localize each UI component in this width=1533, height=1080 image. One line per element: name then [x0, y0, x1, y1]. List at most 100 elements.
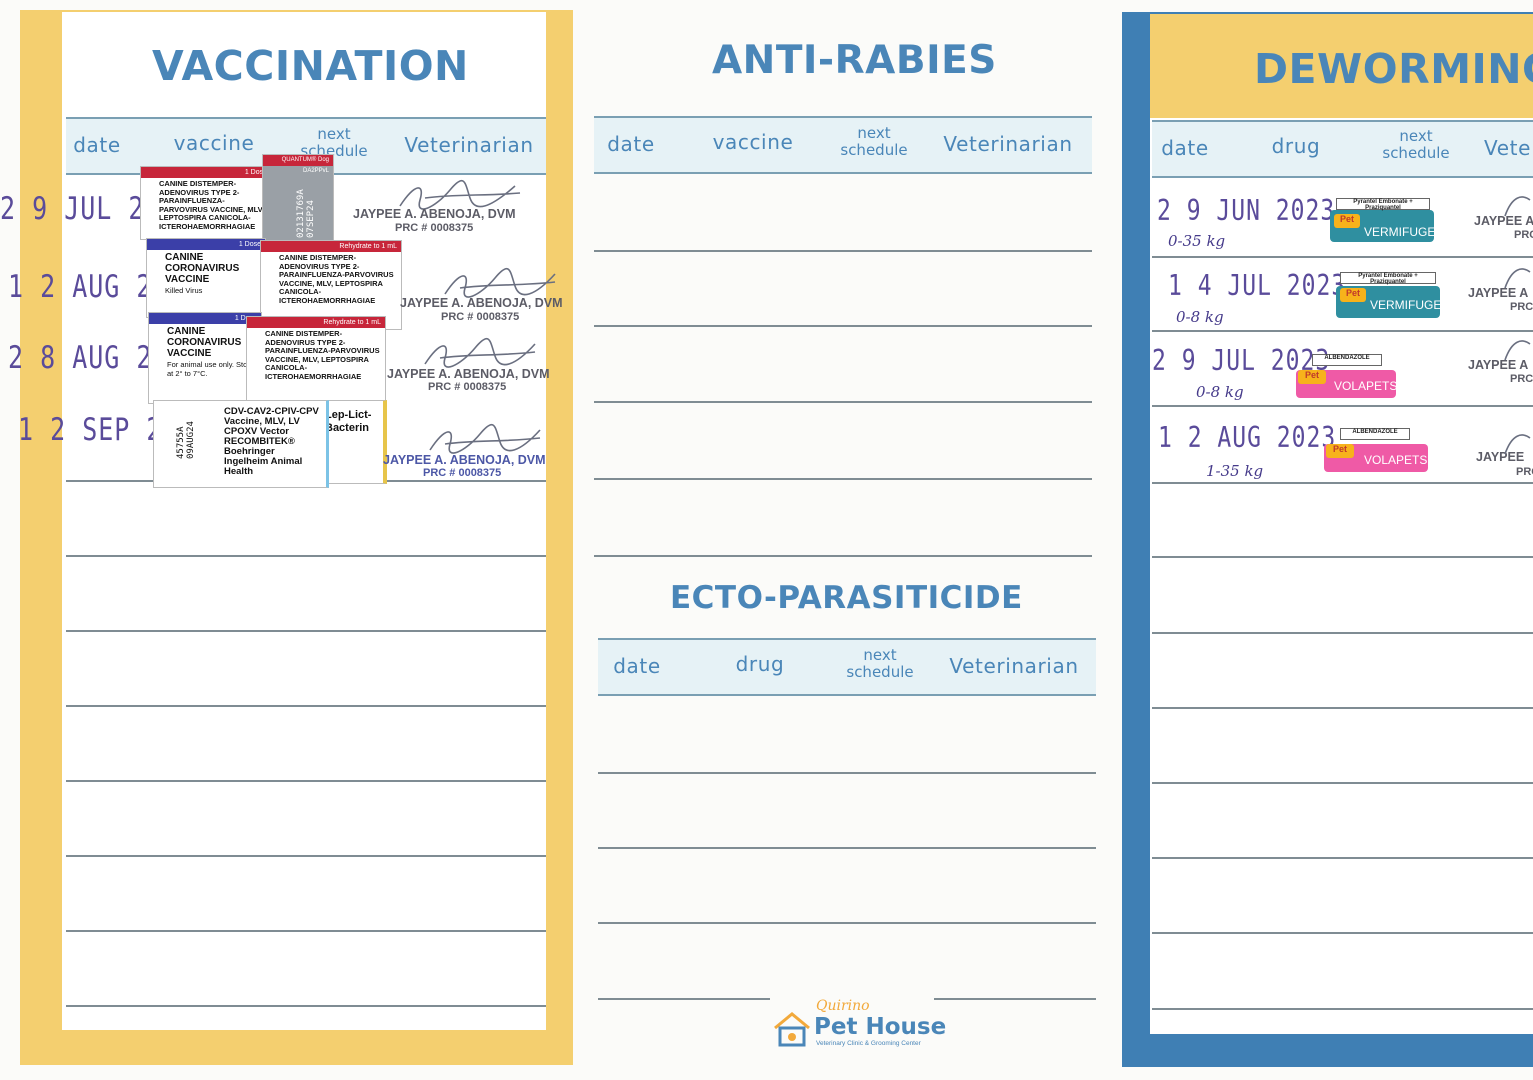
vaccination-row-line: [66, 930, 546, 932]
ecto-row-line: [598, 998, 770, 1000]
anti-rabies-col-next: next schedule: [840, 124, 908, 159]
sticker-text: For animal use only. Store at 2° to 7°C.: [167, 360, 254, 378]
ecto-row-line: [598, 922, 1096, 924]
pet-brand-icon: Pet: [1334, 214, 1360, 228]
sticker-title: CANINE CORONAVIRUS VACCINE: [167, 326, 242, 359]
deworming-row-line: [1152, 632, 1533, 634]
drug-name: VERMIFUGE: [1370, 298, 1442, 312]
deworming-date-stamp: 2 9 JUN 2023: [1157, 195, 1336, 228]
anti-rabies-col-vaccine: vaccine: [712, 130, 794, 154]
vaccination-row-line: [66, 1005, 546, 1007]
deworming-row-line: [1152, 782, 1533, 784]
drug-name: VOLAPETS: [1334, 379, 1398, 393]
drug-name: VOLAPETS: [1364, 453, 1428, 467]
signature-icon: [399, 179, 521, 210]
drug-label: ALBENDAZOLE: [1312, 354, 1382, 366]
vaccination-col-vaccine: vaccine: [173, 131, 255, 155]
signature-icon: [1504, 340, 1531, 361]
signature-icon: [1504, 434, 1531, 455]
sticker-text: CDV-CAV2-CPIV-CPV Vaccine, MLV, LV CPOXV…: [224, 406, 319, 477]
anti-rabies-row-line: [594, 325, 1092, 327]
sticker-rehydrate-bar: Rehydrate to 1 mL: [261, 241, 401, 252]
vaccination-row-line: [66, 855, 546, 857]
deworming-row-line: [1152, 857, 1533, 859]
sticker-text: CANINE DISTEMPER-ADENOVIRUS TYPE 2-PARAI…: [279, 253, 394, 305]
vaccine-sticker-recombitek: 45755A 09AUG24 CDV-CAV2-CPIV-CPV Vaccine…: [153, 400, 329, 488]
vet-prc: PRC: [1516, 466, 1533, 478]
vet-name: JAYPEE A. ABENOJA, DVM: [387, 367, 550, 381]
deworming-row-line: [1152, 556, 1533, 558]
vet-prc: PRC: [1510, 301, 1533, 313]
drug-label: Pyrantel Embonate + Praziquantel: [1340, 272, 1436, 285]
deworming-date-stamp: 1 4 JUL 2023: [1168, 270, 1347, 303]
ecto-title: ECTO-PARASITICIDE: [670, 580, 1023, 616]
brand-name: Pet House: [814, 1014, 947, 1040]
deworming-title: DEWORMING: [1254, 45, 1533, 93]
ecto-row-line: [598, 847, 1096, 849]
ecto-table-header: [598, 638, 1096, 696]
anti-rabies-row-line: [594, 401, 1092, 403]
deworming-title-band: [1150, 14, 1533, 118]
anti-rabies-table-header: [594, 116, 1092, 174]
vaccine-sticker-corona: 1 Dose CANINE CORONAVIRUS VACCINE For an…: [148, 312, 262, 404]
vaccine-sticker-distemper: 1 Dose CANINE DISTEMPER-ADENOVIRUS TYPE …: [140, 166, 272, 240]
signature-icon: [444, 267, 556, 298]
deworming-row-line: [1152, 932, 1533, 934]
vet-prc: PRC # 0008375: [441, 311, 520, 323]
deworming-weight: 0-35 kg: [1168, 232, 1226, 250]
vaccination-row-line: [66, 630, 546, 632]
vaccination-row-line: [66, 780, 546, 782]
sticker-dose-bar: 1 Dose: [149, 313, 261, 324]
brand-tagline: Veterinary Clinic & Grooming Center: [816, 1040, 921, 1047]
deworming-row-line: [1152, 482, 1533, 484]
sticker-text: CANINE DISTEMPER-ADENOVIRUS TYPE 2-PARAI…: [265, 329, 380, 381]
ecto-row-line: [598, 772, 1096, 774]
ecto-col-vet: Veterinarian: [949, 654, 1079, 678]
deworming-panel: [1150, 118, 1533, 1034]
deworming-col-next: next schedule: [1382, 127, 1450, 162]
vet-name: JAYPEE A: [1468, 286, 1529, 300]
anti-rabies-row-line: [594, 478, 1092, 480]
vet-name: JAYPEE A: [1474, 214, 1533, 228]
sticker-text: Lep-Lict- Bacterin: [325, 409, 372, 434]
ecto-row-line: [934, 998, 1096, 1000]
vaccination-row-line: [66, 555, 546, 557]
vet-prc: PRC # 0008375: [395, 222, 474, 234]
vet-name: JAYPEE A. ABENOJA, DVM: [400, 296, 563, 310]
sticker-title: CANINE CORONAVIRUS VACCINE: [165, 252, 240, 285]
drug-name: VERMIFUGE: [1364, 225, 1436, 239]
signature-icon: [1504, 196, 1531, 217]
vaccine-sticker-distemper: Rehydrate to 1 mL CANINE DISTEMPER-ADENO…: [260, 240, 402, 330]
brand-script: Quirino: [816, 998, 870, 1014]
vet-name: JAYPEE A. ABENOJA, DVM: [383, 453, 546, 467]
vet-prc: PRC # 0008375: [428, 381, 507, 393]
deworming-row-line: [1152, 707, 1533, 709]
vet-name: JAYPEE A. ABENOJA, DVM: [353, 207, 516, 221]
pet-brand-icon: Pet: [1340, 288, 1366, 302]
anti-rabies-col-date: date: [607, 132, 655, 156]
vet-name: JAYPEE A: [1468, 358, 1529, 372]
pet-brand-icon: Pet: [1298, 370, 1326, 384]
ecto-col-next: next schedule: [846, 646, 914, 681]
ecto-col-drug: drug: [735, 652, 785, 676]
sticker-dose-bar: 1 Dose: [147, 239, 265, 250]
drug-label: ALBENDAZOLE: [1340, 428, 1410, 440]
deworming-date-stamp: 1 2 AUG 2023: [1158, 422, 1337, 455]
signature-icon: [424, 337, 536, 368]
pet-brand-icon: Pet: [1326, 444, 1354, 458]
deworming-weight: 0-8 kg: [1176, 308, 1224, 326]
vet-prc: PRC: [1510, 373, 1533, 385]
vaccination-title: VACCINATION: [152, 42, 469, 90]
anti-rabies-row-line: [594, 250, 1092, 252]
anti-rabies-title: ANTI-RABIES: [712, 38, 997, 83]
vaccine-sticker-lot: QUANTUM® Dog DA2PPvL 02131769A 07SEP24: [262, 154, 334, 241]
signature-icon: [1504, 268, 1531, 289]
vaccine-sticker-distemper: Rehydrate to 1 mL CANINE DISTEMPER-ADENO…: [246, 316, 386, 402]
sticker-quantum-bar: QUANTUM® Dog DA2PPvL: [263, 155, 333, 174]
deworming-weight: 1-35 kg: [1206, 462, 1264, 480]
vaccination-col-vet: Veterinarian: [404, 133, 534, 157]
deworming-col-date: date: [1161, 136, 1209, 160]
sticker-rehydrate-bar: Rehydrate to 1 mL: [247, 317, 385, 328]
vaccination-col-date: date: [73, 133, 121, 157]
deworming-row-line: [1152, 330, 1533, 332]
